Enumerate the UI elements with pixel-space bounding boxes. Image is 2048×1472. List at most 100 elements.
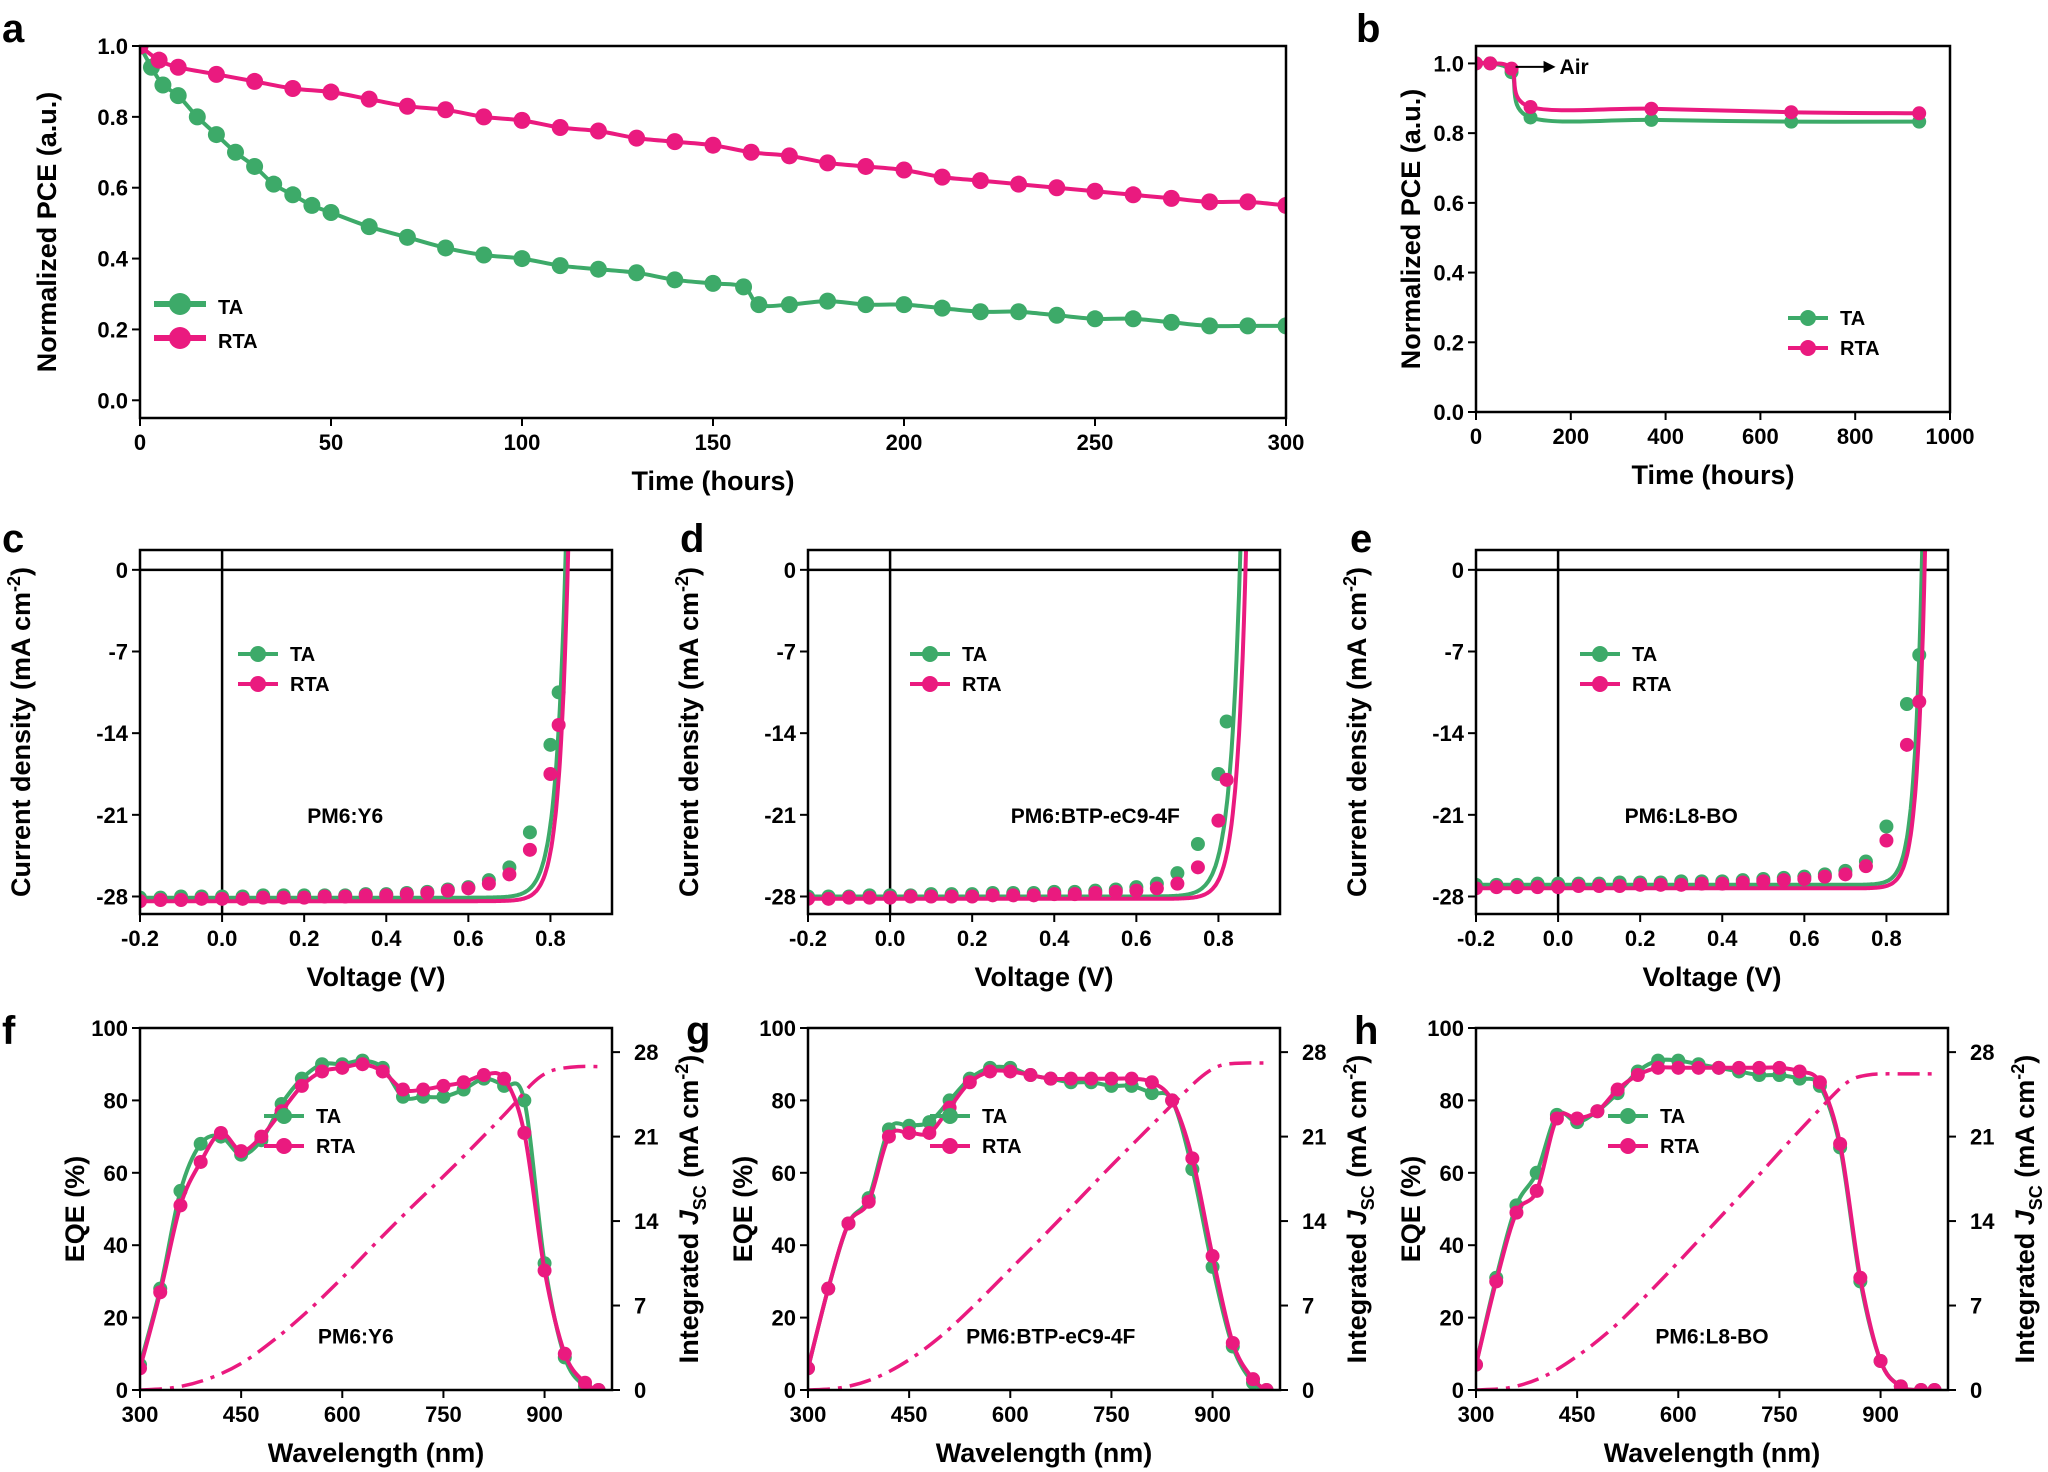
y2-tick-label: 28: [1970, 1040, 1994, 1065]
data-point-RTA: [1551, 880, 1566, 895]
data-point-RTA: [862, 890, 877, 905]
data-point-TA: [207, 126, 225, 144]
plot-frame: [138, 1026, 614, 1392]
data-point-RTA: [1162, 189, 1180, 207]
annotation-text: PM6:L8-BO: [1655, 1326, 1768, 1349]
y-axis-label: EQE (%): [1396, 1156, 1426, 1263]
data-point-RTA: [1691, 1060, 1706, 1075]
y2-tick-label: 14: [1302, 1209, 1327, 1234]
plot-frame: [1474, 548, 1950, 916]
x-tick-label: 0.4: [1707, 926, 1738, 951]
data-point-RTA: [153, 1285, 168, 1300]
y2-axis-label: Integrated JSC (mA cm-2): [672, 1055, 710, 1364]
data-point-RTA: [902, 1125, 917, 1140]
data-point-RTA: [1523, 100, 1538, 114]
x-axis-label: Time (hours): [631, 466, 794, 496]
data-point-RTA: [315, 1064, 330, 1079]
y2-tick-label: 0: [1970, 1378, 1982, 1403]
data-point-RTA: [1201, 193, 1219, 211]
data-point-TA: [522, 825, 537, 840]
data-point-RTA: [819, 154, 837, 172]
data-point-RTA: [140, 1361, 147, 1376]
data-point-RTA: [140, 894, 147, 909]
data-point-RTA: [933, 168, 951, 186]
y-tick-label: 100: [1427, 1016, 1464, 1041]
x-axis-label: Voltage (V): [1642, 962, 1781, 992]
data-point-TA: [628, 264, 646, 282]
data-point-RTA: [317, 889, 332, 904]
data-point-RTA: [193, 1154, 208, 1169]
data-point-TA: [398, 228, 416, 246]
panel-label: c: [2, 517, 24, 561]
data-point-RTA: [475, 108, 493, 126]
x-tick-label: 300: [1458, 1402, 1495, 1427]
data-point-RTA: [543, 767, 558, 781]
data-point-TA: [551, 257, 569, 275]
data-point-TA: [1086, 310, 1104, 328]
x-tick-label: 0.8: [1871, 926, 1902, 951]
y2-axis-label: Integrated JSC (mA cm-2): [1340, 1055, 1378, 1364]
legend-label-RTA: RTA: [1632, 674, 1672, 696]
data-point-RTA: [1088, 886, 1103, 900]
data-point-RTA: [1149, 881, 1164, 896]
legend-label-RTA: RTA: [982, 1136, 1022, 1158]
data-point-RTA: [1124, 1071, 1139, 1086]
data-point-RTA: [628, 129, 646, 147]
y2-tick-label: 0: [634, 1378, 646, 1403]
series-line-RTA: [140, 46, 1286, 208]
series-line-TA: [140, 550, 568, 900]
data-point-RTA: [1893, 1379, 1908, 1390]
data-point-TA: [666, 271, 684, 289]
data-point-RTA: [1048, 179, 1066, 197]
data-point-RTA: [481, 876, 496, 891]
annotation-text: PM6:BTP-eC9-4F: [1011, 805, 1180, 828]
data-point-RTA: [1633, 877, 1648, 892]
data-point-RTA: [1185, 1151, 1200, 1166]
data-point-RTA: [1483, 56, 1498, 71]
data-point-TA: [169, 87, 187, 105]
data-point-RTA: [821, 891, 836, 906]
data-point-RTA: [944, 889, 959, 904]
data-point-RTA: [1239, 193, 1257, 211]
data-point-RTA: [1833, 1136, 1848, 1151]
legend-marker-RTA: [1800, 340, 1816, 356]
annotation-text: PM6:L8-BO: [1625, 805, 1738, 828]
data-point-RTA: [1792, 1064, 1807, 1079]
data-point-TA: [265, 175, 283, 193]
data-point-RTA: [284, 80, 302, 98]
data-point-RTA: [1914, 1383, 1929, 1390]
y-tick-label: 0: [1452, 558, 1464, 583]
annotation-text: Air: [1560, 56, 1589, 79]
y-tick-label: -14: [764, 721, 797, 746]
data-point-RTA: [398, 97, 416, 115]
plot-frame: [806, 548, 1282, 916]
y-axis-label: Current density (mA cm-2): [1340, 567, 1372, 897]
data-point-RTA: [395, 1082, 410, 1097]
legend-label-TA: TA: [962, 644, 987, 666]
data-point-RTA: [140, 46, 149, 55]
data-point-RTA: [1084, 1071, 1099, 1086]
data-point-TA: [513, 250, 531, 268]
data-point-RTA: [1190, 860, 1205, 875]
data-point-RTA: [1026, 888, 1041, 903]
data-point-RTA: [497, 1071, 512, 1086]
data-point-RTA: [399, 887, 414, 902]
data-point-RTA: [1067, 887, 1082, 902]
data-point-RTA: [358, 888, 373, 903]
data-point-RTA: [360, 90, 378, 108]
legend-marker-RTA: [250, 676, 266, 692]
plot-area: [808, 1060, 1274, 1390]
data-point-RTA: [513, 111, 531, 129]
legend-label-TA: TA: [316, 1106, 341, 1128]
data-point-TA: [303, 196, 321, 214]
panel-label: b: [1356, 7, 1380, 51]
x-axis-label: Voltage (V): [974, 962, 1113, 992]
plot-area: [1476, 1053, 1942, 1390]
data-point-RTA: [1476, 881, 1483, 896]
data-point-RTA: [1510, 880, 1525, 895]
data-point-RTA: [297, 890, 312, 905]
legend-marker-TA: [250, 646, 266, 662]
data-point-TA: [193, 1136, 208, 1151]
y2-axis-label: Integrated JSC (mA cm-2): [2008, 1055, 2046, 1364]
